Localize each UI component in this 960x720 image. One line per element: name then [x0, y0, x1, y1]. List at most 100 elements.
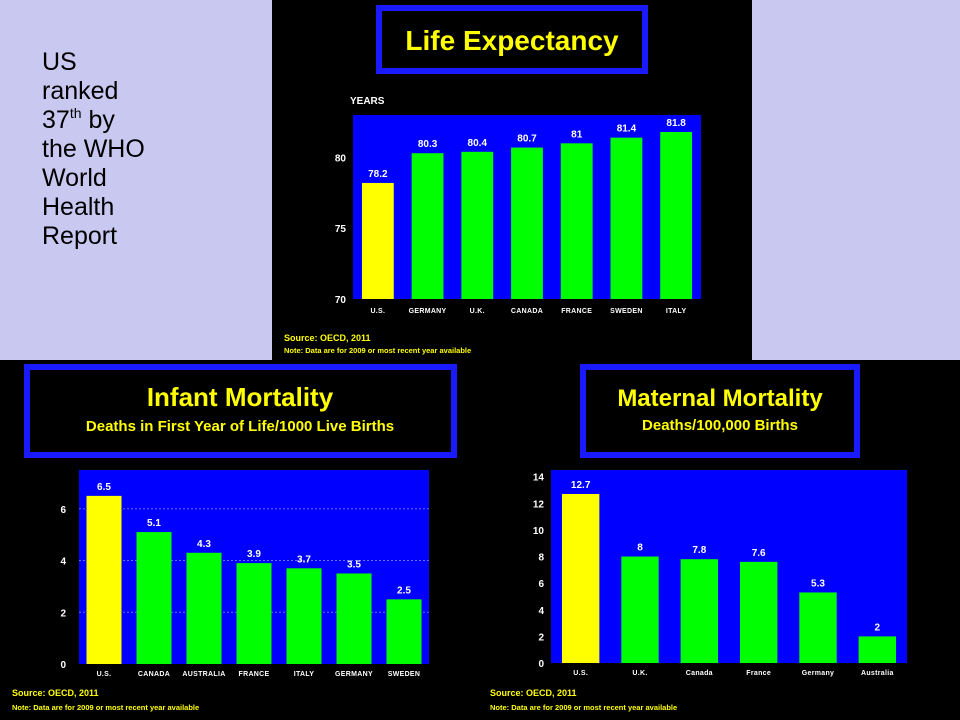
bar: [511, 147, 543, 299]
category-label: FRANCE: [561, 308, 592, 315]
bar: [386, 599, 422, 664]
bar-value-label: 81.8: [666, 118, 686, 129]
y-tick-label: 8: [538, 553, 544, 564]
bar-value-label: 81.4: [617, 124, 637, 135]
plot-group: 0 2 4 6 6.5 U.S. 5.1 CANADA 4.3 AUSTRALIA 3.9 FRANC…: [60, 482, 429, 678]
bar: [336, 573, 372, 664]
category-label: FRANCE: [239, 671, 270, 678]
bar-value-label: 7.6: [752, 548, 766, 559]
bar: [236, 563, 272, 664]
y-tick-label: 10: [533, 526, 545, 537]
bar-value-label: 2: [875, 622, 881, 633]
chart-title-box: [24, 364, 457, 458]
chart-title: Infant Mortality: [147, 382, 334, 412]
y-tick-label: 6: [60, 505, 66, 516]
bar: [361, 182, 394, 299]
bar: [286, 568, 322, 664]
bar-value-label: 12.7: [571, 480, 591, 491]
caption-line: Health: [42, 193, 115, 221]
bar-value-label: 78.2: [368, 169, 388, 180]
side-panel: [752, 0, 960, 360]
y-tick-label: 14: [533, 473, 545, 484]
bar: [680, 559, 719, 663]
caption-text: by: [81, 106, 115, 134]
bar-value-label: 81: [571, 129, 583, 140]
y-tick-label: 12: [533, 499, 545, 510]
bar-value-label: 2.5: [397, 585, 411, 596]
bar-value-label: 6.5: [97, 482, 111, 493]
category-label: ITALY: [294, 671, 315, 678]
bar-value-label: 3.9: [247, 549, 261, 560]
bar-value-label: 80.4: [468, 138, 488, 149]
caption-line: ranked: [42, 77, 119, 105]
maternal-mortality-chart: Maternal Mortality Deaths/100,000 Births…: [490, 364, 907, 712]
category-label: SWEDEN: [388, 671, 421, 678]
y-tick-label: 80: [335, 153, 347, 164]
category-label: U.K.: [632, 670, 647, 677]
bar-value-label: 5.1: [147, 518, 161, 529]
chart-title-box: [376, 5, 648, 74]
caption-line: World: [42, 164, 107, 192]
source-text: Source: OECD, 2011: [284, 333, 371, 343]
bar-value-label: 8: [637, 543, 643, 554]
bar: [186, 552, 222, 664]
chart-title-box: [580, 364, 860, 458]
plot-area: [551, 470, 907, 663]
category-label: CANADA: [511, 308, 543, 315]
bar: [858, 636, 897, 663]
chart-title: Maternal Mortality: [617, 385, 823, 412]
category-label: U.S.: [97, 671, 112, 678]
rank-number: 37: [42, 106, 70, 134]
caption-line: US: [42, 48, 77, 76]
note-text: Note: Data are for 2009 or most recent y…: [284, 346, 471, 355]
bar: [461, 151, 494, 299]
bar: [560, 143, 593, 299]
category-label: Germany: [802, 670, 834, 677]
y-tick-label: 4: [538, 606, 544, 617]
y-tick-label: 0: [538, 659, 544, 670]
chart-title: Life Expectancy: [405, 25, 619, 56]
y-tick-label: 6: [538, 579, 544, 590]
y-tick-label: 2: [60, 608, 66, 619]
y-tick-label: 75: [335, 224, 347, 235]
caption-line: the WHO: [42, 135, 145, 163]
ranking-caption: US ranked 37th by the WHO World Health R…: [42, 48, 242, 251]
category-label: France: [746, 670, 771, 677]
bar-value-label: 80.7: [517, 134, 537, 145]
bar: [610, 137, 643, 299]
source-text: Source: OECD, 2011: [12, 688, 99, 698]
bar-value-label: 3.7: [297, 554, 311, 565]
category-label: U.S.: [573, 670, 588, 677]
category-label: U.K.: [470, 308, 485, 315]
category-label: GERMANY: [409, 308, 447, 315]
category-label: ITALY: [666, 308, 687, 315]
bar-value-label: 7.8: [692, 545, 706, 556]
category-label: CANADA: [138, 671, 170, 678]
bar: [411, 153, 444, 299]
category-label: AUSTRALIA: [182, 671, 225, 678]
bar: [86, 495, 122, 664]
category-label: SWEDEN: [610, 308, 643, 315]
bar: [561, 493, 600, 663]
chart-subtitle: Deaths/100,000 Births: [642, 417, 798, 434]
y-tick-label: 4: [60, 557, 66, 568]
note-text: Note: Data are for 2009 or most recent y…: [490, 703, 677, 712]
category-label: Canada: [686, 670, 713, 677]
chart-subtitle: Deaths in First Year of Life/1000 Live B…: [86, 418, 394, 435]
category-label: U.S.: [370, 308, 385, 315]
bar-value-label: 3.5: [347, 559, 361, 570]
bar: [799, 592, 837, 663]
caption-panel: US ranked 37th by the WHO World Health R…: [0, 0, 272, 360]
source-text: Source: OECD, 2011: [490, 688, 577, 698]
plot-group: 70 75 80 78.2 U.S. 80.3 GERMANY 80.4 U.K. 80.7 CAN…: [335, 118, 693, 315]
infant-mortality-chart: Infant Mortality Deaths in First Year of…: [12, 364, 457, 712]
bar-value-label: 5.3: [811, 578, 825, 589]
bar-value-label: 4.3: [197, 539, 211, 550]
bar: [660, 131, 693, 299]
y-tick-label: 70: [335, 295, 347, 306]
rank-suffix: th: [69, 105, 82, 121]
y-axis-label: YEARS: [350, 96, 385, 107]
bar-value-label: 80.3: [418, 139, 438, 150]
caption-line: 37th by: [42, 106, 242, 135]
plot-group: 0 2 4 6 8 10 12 14 12.7 U.S. 8 U.K. 7.8 Canada 7.6 Fran…: [533, 473, 897, 677]
